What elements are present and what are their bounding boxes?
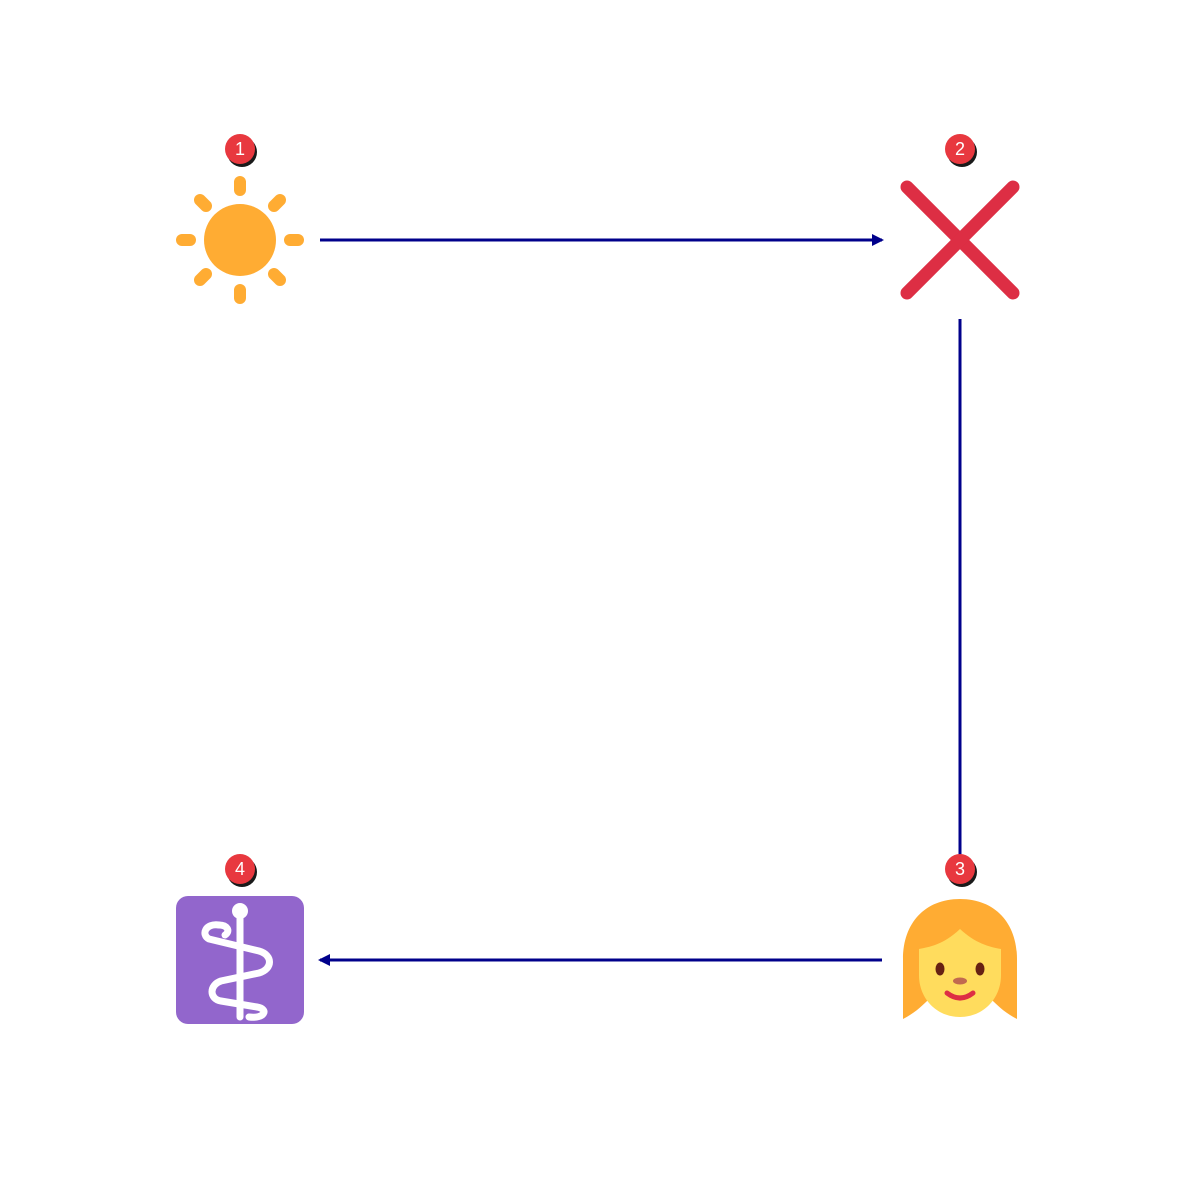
sun-icon	[176, 176, 304, 304]
node-2[interactable]	[895, 175, 1025, 305]
node-1[interactable]	[175, 175, 305, 305]
medical-symbol-icon	[176, 896, 304, 1024]
node-badge-4: 4	[225, 854, 255, 884]
node-4[interactable]	[175, 895, 305, 1025]
node-badge-3: 3	[945, 854, 975, 884]
node-3[interactable]	[895, 895, 1025, 1025]
cross-mark-icon	[900, 180, 1020, 300]
node-badge-2: 2	[945, 134, 975, 164]
woman-icon	[903, 899, 1017, 1019]
node-badge-1: 1	[225, 134, 255, 164]
